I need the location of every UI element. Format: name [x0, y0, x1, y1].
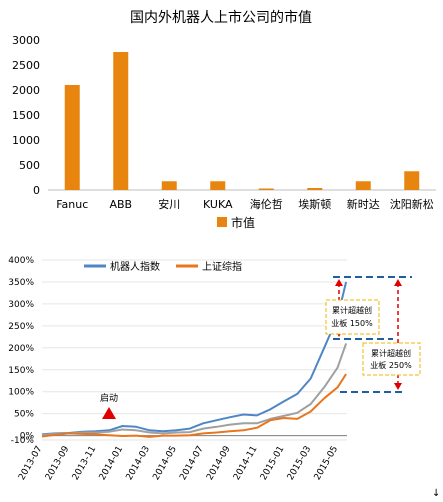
bar-chart: 国内外机器人上市公司的市值 0 500 1000 1500 2000 2500 3000 F…	[12, 9, 436, 230]
down-arrow-icon: ↓	[432, 488, 440, 499]
y-tick-label: 200%	[8, 344, 34, 354]
annotation-150-line2: 业板 150%	[331, 318, 373, 328]
y-tick-label: 1500	[12, 109, 40, 122]
legend-label-robot-index: 机器人指数	[110, 260, 160, 273]
x-tick-label: 2014-05	[151, 445, 178, 483]
legend-label-market-cap: 市值	[231, 215, 255, 230]
y-tick-label: 2500	[12, 59, 40, 72]
x-tick-label: Fanuc	[56, 198, 88, 211]
x-tick-label: 2014-01	[98, 445, 125, 483]
annotation-box-250	[362, 342, 421, 376]
bar-4	[258, 188, 274, 190]
series-line-1	[41, 343, 348, 436]
y-tick-label: 2000	[12, 84, 40, 97]
x-tick-label: 2013-09	[44, 444, 72, 482]
y-tick-label: 250%	[8, 322, 34, 332]
y-tick-label: 3000	[12, 34, 40, 47]
x-tick-label: 2014-09	[205, 444, 233, 482]
bar-0	[64, 85, 80, 190]
x-tick-label: ABB	[109, 198, 132, 211]
y-tick-label: 400%	[8, 256, 34, 266]
bar-2	[161, 181, 177, 190]
y-tick-label: 100%	[8, 388, 34, 398]
legend-swatch-market-cap	[217, 217, 227, 227]
x-tick-label: 新时达	[347, 197, 380, 211]
y-tick-label: 1000	[12, 134, 40, 147]
bar-6	[355, 181, 371, 190]
y-tick-label: 500	[19, 159, 40, 172]
bar-chart-title: 国内外机器人上市公司的市值	[130, 9, 312, 26]
x-tick-label: 2013-07	[17, 445, 44, 483]
x-tick-label: 2015-05	[313, 445, 340, 483]
x-tick-label: 埃斯顿	[298, 197, 331, 211]
bar-1	[113, 52, 129, 190]
x-tick-label: 2014-11	[232, 445, 259, 483]
x-tick-label: 2015-01	[259, 445, 286, 483]
x-tick-label: 海伦哲	[250, 197, 283, 211]
line-chart: -10%0% 50% 100% 150% 200% 250% 300% 350% 400% 20…	[8, 256, 440, 499]
annotation-box-150	[325, 299, 380, 335]
legend-label-shanghai-index: 上证综指	[202, 260, 242, 273]
bar-5	[307, 188, 323, 190]
start-marker-icon	[102, 407, 116, 419]
start-annotation: 启动	[100, 392, 118, 404]
arrow-150-up-icon	[335, 279, 343, 286]
x-tick-label: 安川	[158, 197, 180, 211]
annotation-250-line1: 累计超越创	[371, 348, 411, 358]
y-tick-label: 0%	[20, 432, 35, 442]
series-line-2	[41, 373, 347, 438]
x-tick-label: 沈阳新松	[390, 197, 434, 211]
x-tick-label: 2015-03	[286, 445, 313, 483]
y-tick-label: 150%	[8, 366, 34, 376]
bar-7	[404, 171, 420, 190]
arrow-250-down-icon	[394, 383, 402, 390]
arrow-250-up-icon	[394, 279, 402, 286]
y-tick-label: 0	[33, 184, 40, 197]
line-chart-legend: 机器人指数 上证综指	[84, 260, 242, 273]
y-tick-label: -10%	[11, 436, 35, 446]
annotation-150-line1: 累计超越创	[332, 305, 372, 315]
bar-3	[210, 181, 226, 190]
annotation-250-line2: 业板 250%	[370, 360, 412, 370]
y-tick-label: 350%	[8, 278, 34, 288]
x-tick-label: 2014-07	[178, 445, 205, 483]
x-tick-label: 2014-03	[125, 445, 152, 483]
x-tick-label: 2013-11	[71, 445, 98, 483]
y-tick-label: 50%	[14, 410, 34, 420]
bar-chart-legend: 市值	[217, 215, 255, 230]
x-tick-label: KUKA	[203, 198, 233, 211]
series-line-0	[41, 281, 348, 436]
y-tick-label: 300%	[8, 300, 34, 310]
